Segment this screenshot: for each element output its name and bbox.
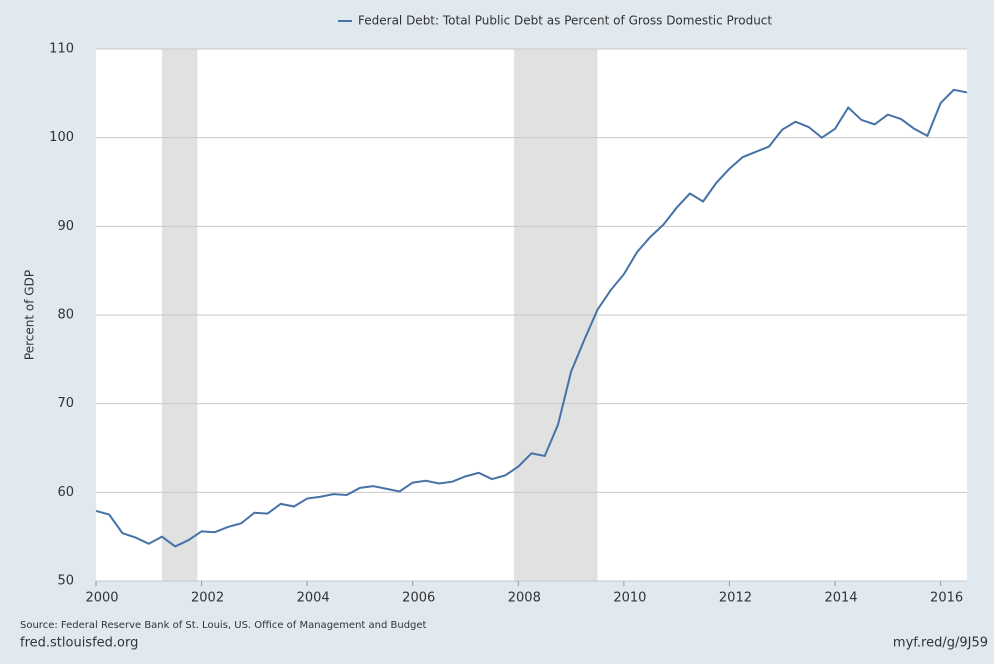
- x-tick-label: 2014: [824, 591, 857, 606]
- y-tick-label: 50: [57, 574, 74, 589]
- y-axis-label: Percent of GDP: [23, 270, 37, 360]
- source: Source: Federal Reserve Bank of St. Loui…: [20, 620, 427, 631]
- x-tick-label: 2006: [402, 591, 435, 606]
- data-line: [95, 88, 968, 548]
- x-tick-label: 2012: [719, 591, 752, 606]
- y-tick-label: 70: [57, 396, 74, 411]
- y-tick-label: 80: [57, 308, 74, 323]
- legend-label: Federal Debt: Total Public Debt as Perce…: [358, 14, 772, 28]
- y-tick-label: 110: [49, 42, 74, 57]
- x-tick-label: 2008: [508, 591, 541, 606]
- y-tick-label: 100: [49, 130, 74, 145]
- x-tick-label: 2002: [191, 591, 224, 606]
- y-tick-label: 90: [57, 219, 74, 234]
- x-tick-label: 2010: [613, 591, 646, 606]
- site: fred.stlouisfed.org: [20, 636, 138, 651]
- x-tick-label: 2004: [297, 591, 330, 606]
- x-tick-label: 2000: [85, 591, 118, 606]
- y-tick-label: 60: [57, 485, 74, 500]
- x-tick-label: 2016: [930, 591, 963, 606]
- link: myf.red/g/9J59: [893, 636, 988, 651]
